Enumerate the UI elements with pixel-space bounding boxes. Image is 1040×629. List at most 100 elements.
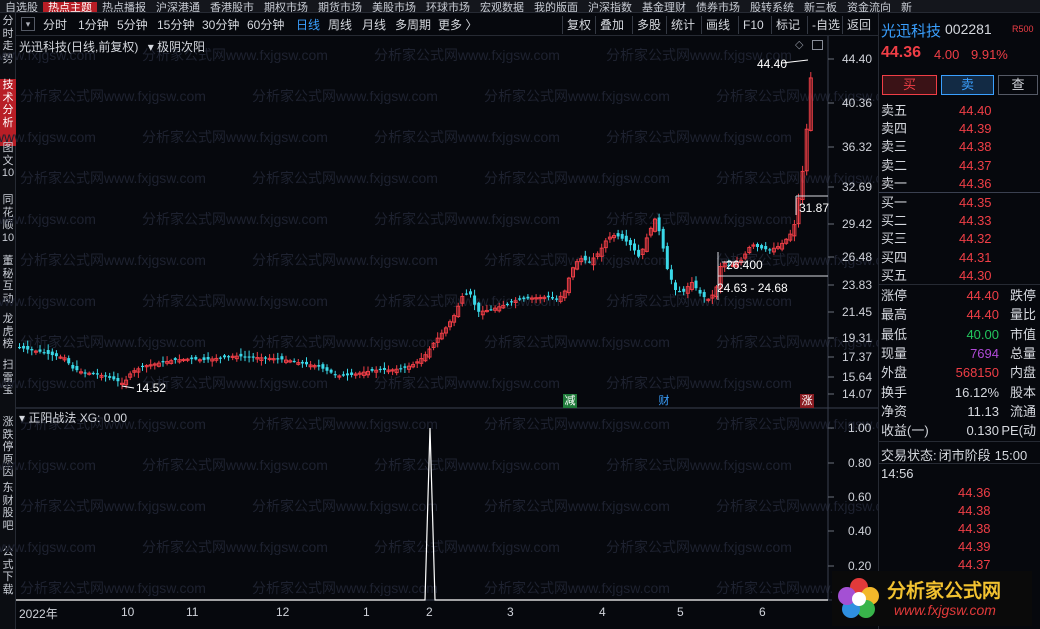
query-button[interactable]: 查 <box>998 75 1038 95</box>
nav-item[interactable]: 环球市场 <box>426 2 470 13</box>
buy-level-row[interactable]: 买五 44.30 <box>881 267 1039 285</box>
candle-body-down <box>505 303 509 306</box>
sidebar-item[interactable]: 涨跌停原因 <box>2 416 14 478</box>
nav-item[interactable]: 期权市场 <box>264 2 308 13</box>
toolbar-button[interactable]: 标记 <box>776 18 801 32</box>
candle-body-up <box>169 360 174 364</box>
nav-item[interactable]: 香港股市 <box>210 2 254 13</box>
sell-level-row[interactable]: 卖二 44.37 <box>881 157 1039 175</box>
toolbar-button[interactable]: F10 <box>743 18 764 32</box>
period-tab[interactable]: 分时 <box>43 18 68 32</box>
stat-value: 11.13 <box>967 403 999 419</box>
sidebar-item[interactable]: 扫雷宝 <box>2 359 14 396</box>
sell-level-row[interactable]: 卖三 44.38 <box>881 138 1039 156</box>
period-tab[interactable]: 60分钟 <box>247 18 285 32</box>
event-marker-reduce[interactable]: 减 <box>563 394 577 408</box>
candle-body-up <box>599 247 604 257</box>
candle-body-up <box>579 258 584 263</box>
window-toggle-icon[interactable] <box>812 40 823 50</box>
sidebar-item[interactable]: 董秘互动 <box>2 255 14 305</box>
period-tab[interactable]: 30分钟 <box>202 18 240 32</box>
candle-body-up <box>497 306 502 312</box>
nav-item[interactable]: 基金理财 <box>642 2 686 13</box>
toolbar-button[interactable]: 多股 <box>637 18 662 32</box>
status-divider <box>879 441 1040 442</box>
candle-body-up <box>607 236 612 240</box>
toolbar-button[interactable]: 复权 <box>567 18 592 32</box>
nav-item[interactable]: 我的版面 <box>534 2 578 13</box>
buy-level-row[interactable]: 买四 44.31 <box>881 249 1039 267</box>
nav-item[interactable]: 宏观数据 <box>480 2 524 13</box>
nav-item[interactable]: 沪深指数 <box>588 2 632 13</box>
nav-item[interactable]: 美股市场 <box>372 2 416 13</box>
toolbar-button[interactable]: 返回 <box>847 18 872 32</box>
time-tick: 12 <box>276 605 290 619</box>
watermark-text: 分析家公式网www.fxjgsw.com <box>142 129 328 145</box>
sidebar-item[interactable]: 龙虎榜 <box>2 313 14 350</box>
candle-body-up <box>357 372 362 375</box>
candle-body-down <box>546 295 550 298</box>
buy-level-row[interactable]: 买二 44.33 <box>881 212 1039 230</box>
sidebar-item[interactable]: 同花顺10 <box>1 194 15 244</box>
dropdown-icon[interactable]: ▾ <box>21 17 35 31</box>
nav-item[interactable]: 期货市场 <box>318 2 362 13</box>
sidebar-item[interactable]: 图文10 <box>1 142 15 179</box>
candle-body-up <box>296 362 301 365</box>
stat-label: 外盘 <box>881 365 908 381</box>
nav-item[interactable]: 债券市场 <box>696 2 740 13</box>
sub-panel-header[interactable]: ▾ 正阳战法 XG: 0.00 <box>19 411 128 425</box>
sell-button[interactable]: 卖 <box>941 75 994 95</box>
stat-value: 568150 <box>955 365 999 381</box>
toolbar-button[interactable]: 画线 <box>706 18 731 32</box>
sell-level-row[interactable]: 卖四 44.39 <box>881 120 1039 138</box>
candle-body-down <box>510 301 513 303</box>
indicator-selector[interactable]: ▾ 极阴次阳 <box>147 40 206 54</box>
low-pointer <box>121 385 135 389</box>
period-tab[interactable]: 更多 〉 <box>438 18 478 32</box>
toolbar-button[interactable]: -自选 <box>812 18 840 32</box>
sidebar-item[interactable]: 公式下载 <box>2 546 14 596</box>
period-tab[interactable]: 1分钟 <box>78 18 109 32</box>
quote-badge: R500 <box>1012 24 1034 34</box>
candle-body-down <box>22 345 26 349</box>
sidebar-item[interactable]: 技术分析 <box>0 79 16 146</box>
watermark-text: 分析家公式网www.fxjgsw.com <box>252 498 438 514</box>
buy-level-row[interactable]: 买一 44.35 <box>881 194 1039 212</box>
period-tab[interactable]: 5分钟 <box>117 18 148 32</box>
period-tab[interactable]: 15分钟 <box>157 18 195 32</box>
stat-label: 净资 <box>881 403 908 419</box>
period-tab[interactable]: 周线 <box>328 18 353 32</box>
time-tick: 2022年 <box>19 607 58 621</box>
period-tab[interactable]: 月线 <box>362 18 387 32</box>
sell-level-row[interactable]: 卖五 44.40 <box>881 102 1039 120</box>
buy-level-row[interactable]: 买三 44.32 <box>881 230 1039 248</box>
nav-item[interactable]: 资金流向 <box>847 2 891 13</box>
period-tab[interactable]: 多周期 <box>395 18 432 32</box>
sidebar-item[interactable]: 东财股吧 <box>2 482 14 532</box>
buy-button[interactable]: 买 <box>882 75 937 95</box>
nav-item[interactable]: 新 <box>901 2 912 13</box>
toolbar-button[interactable]: 叠加 <box>600 18 625 32</box>
toolbar-button[interactable]: 统计 <box>671 18 696 32</box>
stat-row: 换手 16.12% 股本 <box>881 384 1039 402</box>
nav-item[interactable]: 自选股 <box>5 2 38 13</box>
candle-body-down <box>116 378 120 382</box>
nav-item[interactable]: 热点主题 <box>43 2 97 12</box>
sell-level-row[interactable]: 卖一 44.36 <box>881 175 1039 193</box>
nav-item[interactable]: 沪深港通 <box>156 2 200 13</box>
event-marker-finance[interactable]: 财 <box>658 395 670 407</box>
candle-body-down <box>91 372 95 375</box>
event-marker-limit-up[interactable]: 涨 <box>800 394 814 408</box>
nav-item[interactable]: 股转系统 <box>750 2 794 13</box>
nav-item[interactable]: 新三板 <box>804 2 837 13</box>
candle-body-down <box>321 364 325 369</box>
site-logo: 分析家公式网 www.fxjgsw.com <box>832 571 1032 626</box>
chart-header: 光迅科技(日线,前复权) ▾ 极阴次阳 <box>19 38 205 55</box>
nav-item[interactable]: 热点播报 <box>102 2 146 13</box>
diamond-icon[interactable]: ◇ <box>795 39 804 51</box>
indicator-tick: 0.40 <box>848 524 872 538</box>
period-tab[interactable]: 日线 <box>296 18 321 32</box>
watermark-text: 分析家公式网www.fxjgsw.com <box>252 170 438 186</box>
sidebar-item[interactable]: 分时走势 <box>2 15 14 65</box>
